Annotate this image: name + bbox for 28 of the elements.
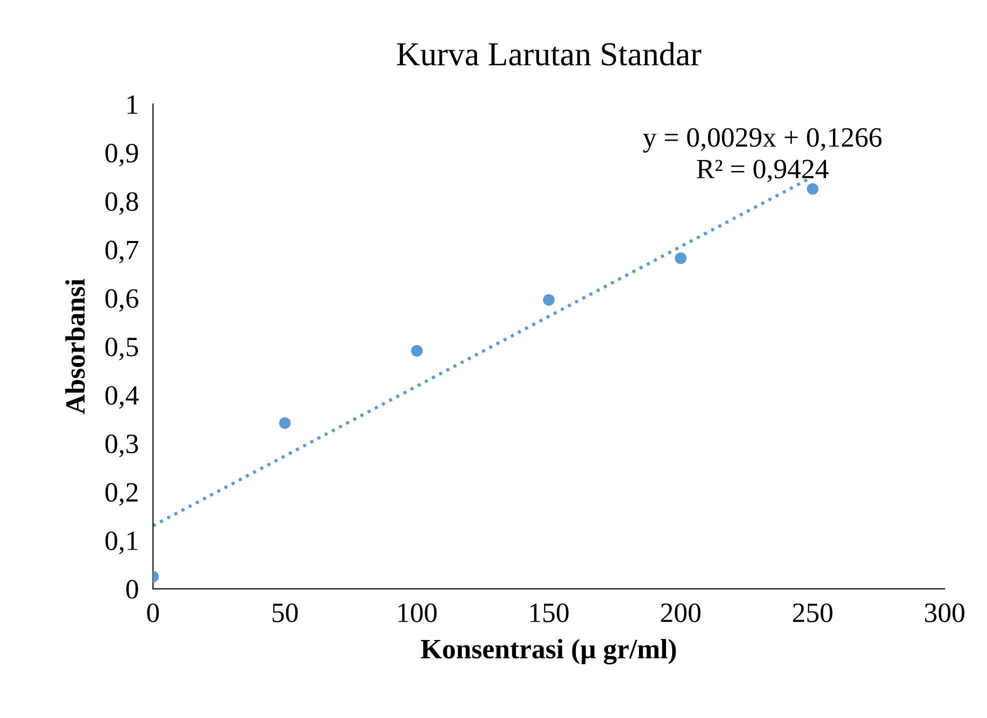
- y-tick-label: 1: [128, 95, 138, 114]
- y-tick-label: 0,4: [105, 386, 139, 409]
- x-tick-label: 250: [793, 603, 832, 622]
- y-tick-label: 0,3: [105, 434, 138, 458]
- x-tick-label: 200: [661, 603, 700, 622]
- x-tick-label: 0: [147, 603, 159, 622]
- point: [674, 252, 687, 264]
- y-axis-title: Absorbansi: [65, 278, 85, 414]
- point: [806, 183, 818, 195]
- annotation: y = 0,0029x + 0,1266: [643, 128, 882, 153]
- x-axis-title: Konsentrasi (µ gr/ml): [420, 638, 676, 664]
- chart-title: Kurva Larutan Standar: [397, 42, 702, 66]
- y-tick-label: 0,5: [105, 338, 138, 360]
- x-tick-label: 50: [272, 603, 298, 622]
- y-tick-label: 0: [126, 580, 138, 599]
- point: [542, 294, 555, 306]
- y-tick-label: 0,8: [105, 192, 138, 215]
- y-tick-label: 0,2: [105, 482, 138, 506]
- y-tick-label: 0,7: [105, 240, 138, 264]
- y-tick-label: 0,9: [105, 144, 138, 166]
- y-tick-label: 0,6: [105, 289, 138, 312]
- point: [411, 344, 423, 357]
- x-tick-label: 150: [530, 603, 569, 622]
- x-tick-label: 100: [398, 603, 437, 622]
- y-tick-label: 0,1: [105, 531, 138, 554]
- annotation: R² = 0,9424: [696, 160, 828, 182]
- point: [279, 417, 291, 429]
- x-tick-label: 300: [925, 603, 964, 622]
